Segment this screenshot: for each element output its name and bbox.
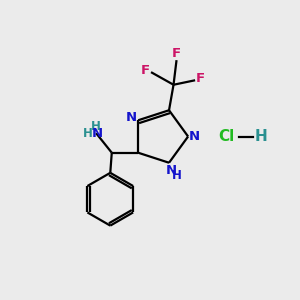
Text: F: F	[196, 72, 205, 85]
Text: F: F	[141, 64, 150, 77]
Text: F: F	[172, 47, 181, 60]
Text: N: N	[189, 130, 200, 143]
Text: H: H	[83, 127, 93, 140]
Text: N: N	[166, 164, 177, 177]
Text: H: H	[91, 120, 101, 133]
Text: Cl: Cl	[218, 129, 235, 144]
Text: N: N	[126, 111, 137, 124]
Text: H: H	[255, 129, 267, 144]
Text: N: N	[92, 127, 103, 140]
Text: H: H	[172, 169, 182, 182]
